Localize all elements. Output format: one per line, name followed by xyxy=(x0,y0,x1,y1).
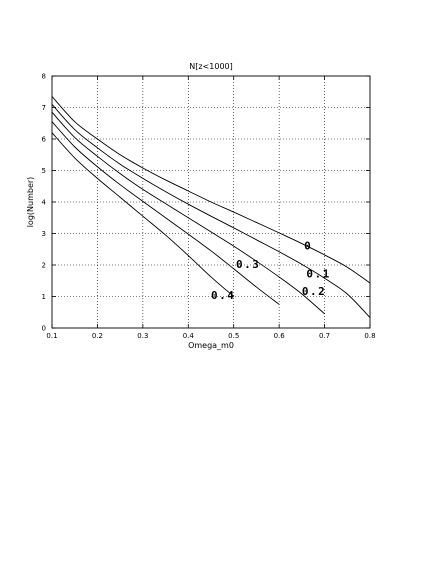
y-tick-label: 7 xyxy=(42,104,46,112)
y-tick-label: 5 xyxy=(42,167,46,175)
series-line-0-1 xyxy=(51,104,371,318)
y-tick-label: 0 xyxy=(42,325,46,333)
chart-title: N[z<1000] xyxy=(189,62,233,71)
series-line-0-3 xyxy=(51,121,280,305)
y-tick-label: 6 xyxy=(42,136,47,144)
x-tick-label: 0.8 xyxy=(364,332,375,340)
x-tick-label: 0.1 xyxy=(46,332,57,340)
curve-label-0-1: 0.1 xyxy=(306,268,330,281)
y-tick-label: 8 xyxy=(42,73,46,81)
x-tick-label: 0.6 xyxy=(274,332,286,340)
x-axis-title: Omega_m0 xyxy=(188,341,234,350)
series-line-0-2 xyxy=(51,111,325,315)
series-layer xyxy=(51,96,371,318)
x-tick-label: 0.3 xyxy=(137,332,148,340)
y-tick-label: 1 xyxy=(42,293,46,301)
x-tick-label: 0.7 xyxy=(319,332,330,340)
curve-label-0: 0 xyxy=(304,239,312,252)
curve-label-0-2: 0.2 xyxy=(302,285,326,298)
x-tick-label: 0.5 xyxy=(228,332,239,340)
y-tick-label: 3 xyxy=(42,230,46,238)
curve-label-0-3: 0.3 xyxy=(236,258,260,271)
curve-labels-layer: 0 0.1 0.2 0.3 0.4 xyxy=(211,239,330,302)
curve-label-0-4: 0.4 xyxy=(211,289,235,302)
ticks-layer: 0.1 0.2 0.3 0.4 0.5 0.6 0.7 0.8 0 1 2 3 4 5 6 7 8 xyxy=(42,73,376,341)
series-line-0 xyxy=(51,96,371,284)
y-tick-label: 4 xyxy=(42,199,47,207)
x-tick-label: 0.4 xyxy=(183,332,195,340)
x-tick-label: 0.2 xyxy=(92,332,103,340)
y-axis-title: log(Number) xyxy=(26,177,35,228)
series-line-0-4 xyxy=(51,132,235,297)
y-tick-label: 2 xyxy=(42,262,46,270)
grid-layer xyxy=(52,76,370,328)
